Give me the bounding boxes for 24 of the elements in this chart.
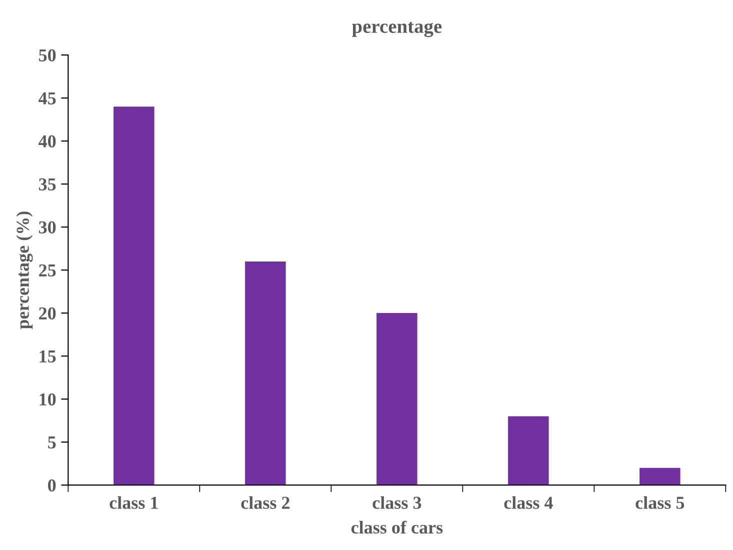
bar (376, 313, 418, 486)
y-tick-label: 20 (39, 307, 56, 320)
x-tick-label: class 1 (110, 496, 158, 509)
y-tick-label: 15 (40, 350, 56, 363)
y-tick-label: 45 (38, 92, 56, 104)
chart-title: percentage (352, 22, 442, 38)
x-tick-label: class 4 (504, 496, 553, 509)
bar (245, 261, 286, 486)
bar (640, 468, 680, 486)
y-tick-label: 10 (40, 393, 56, 406)
y-tick-label: 25 (39, 264, 56, 276)
y-tick-label: 35 (38, 178, 56, 190)
y-axis-title: percentage (%) (16, 212, 33, 330)
x-tick-label: class 5 (636, 496, 684, 509)
y-tick-label: 50 (39, 49, 56, 62)
y-tick-label: 0 (48, 479, 56, 492)
x-tick-label: class 3 (372, 496, 422, 509)
bar (114, 106, 154, 486)
y-tick-label: 30 (38, 221, 56, 234)
y-tick-label: 5 (48, 436, 56, 449)
y-tick-label: 40 (38, 135, 56, 148)
bar (508, 416, 549, 486)
x-tick-label: class 2 (241, 496, 290, 509)
x-axis-title: class of cars (351, 520, 443, 534)
